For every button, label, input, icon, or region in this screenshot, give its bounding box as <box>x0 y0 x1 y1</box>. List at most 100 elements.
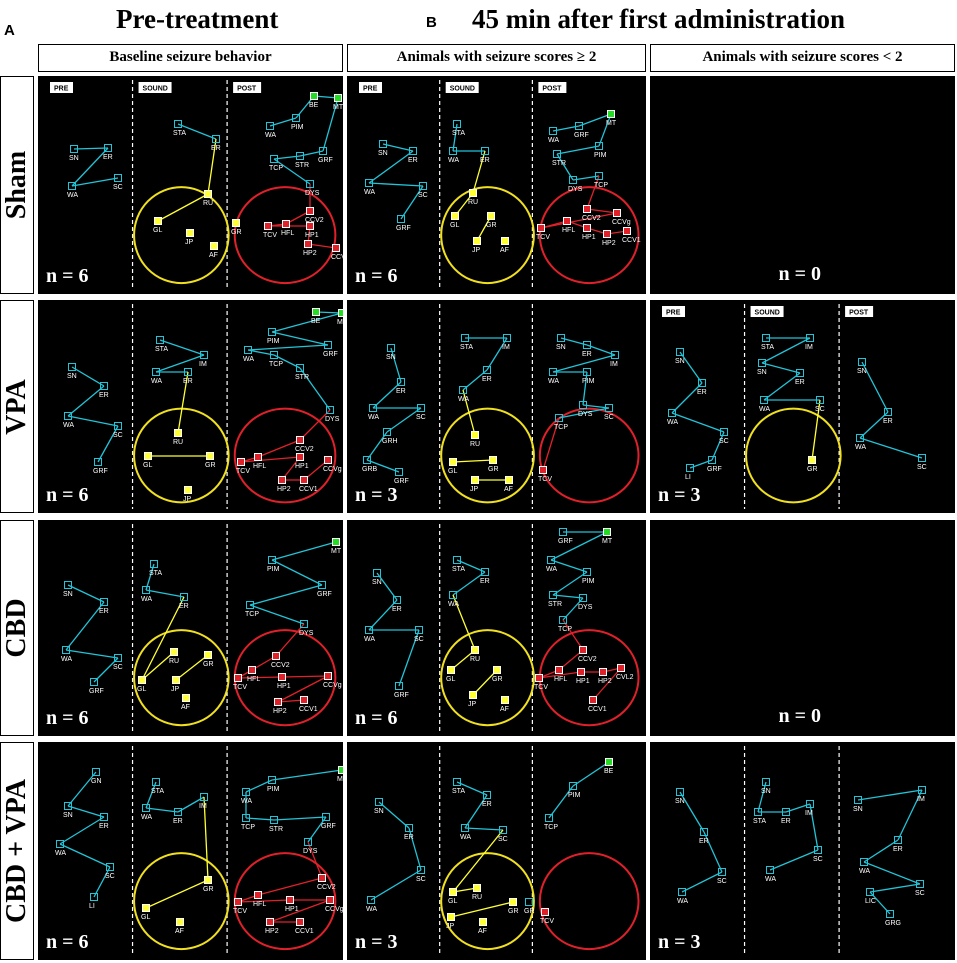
transition-edge <box>299 367 331 411</box>
behavior-node-label: GRF <box>396 225 411 232</box>
behavior-node-label: AF <box>478 928 487 935</box>
post-ellipse <box>538 186 640 285</box>
behavior-node <box>860 858 868 866</box>
behavior-node <box>304 838 312 846</box>
transition-edge <box>897 789 923 841</box>
behavior-node <box>242 788 250 796</box>
behavior-node <box>493 666 501 674</box>
behavior-node <box>363 456 371 464</box>
behavior-node-label: RU <box>173 439 183 446</box>
transition-edge <box>145 589 185 598</box>
behavior-node <box>266 122 274 130</box>
transition-edge <box>452 594 476 651</box>
behavior-node <box>501 696 509 704</box>
panel-cbdvpa-ge2: SN ER SC WA STA ER WA SC GL RU GR JP AF BE PIM TCP GR TCV… <box>347 742 646 960</box>
behavior-node <box>449 591 457 599</box>
behavior-node <box>471 431 479 439</box>
transition-edge <box>382 143 414 152</box>
behavior-node-label: WA <box>448 157 459 164</box>
behavior-node <box>417 404 425 412</box>
behavior-node-label: GRF <box>93 468 108 475</box>
behavior-node <box>318 874 326 882</box>
behavior-node <box>766 866 774 874</box>
transition-edge <box>386 407 422 433</box>
behavior-node-label: PIM <box>267 566 280 573</box>
behavior-node <box>397 215 405 223</box>
behavior-node-label: AF <box>181 704 190 711</box>
behavior-node <box>395 468 403 476</box>
behavior-node-label: ER <box>99 392 109 399</box>
behavior-node <box>64 412 72 420</box>
behavior-node-label: PIM <box>267 786 280 793</box>
behavior-node-label: GR <box>486 222 497 229</box>
behavior-node <box>268 556 276 564</box>
behavior-node <box>365 626 373 634</box>
behavior-node <box>525 898 533 906</box>
transition-edge <box>277 675 329 703</box>
behavior-node-label: GR <box>488 466 499 473</box>
transition-edge <box>271 769 343 781</box>
behavior-node-label: GL <box>450 222 459 229</box>
panel-diagram: SN ER WA SC GRF STA IM WA ER RU GL GR JP BE MT PIM GRF WA… <box>63 304 343 509</box>
behavior-node-label: CCV2 <box>582 215 601 222</box>
sample-size-label: n = 6 <box>46 265 89 287</box>
behavior-node <box>447 666 455 674</box>
transition-edge <box>177 371 189 434</box>
behavior-node <box>304 240 312 248</box>
behavior-node <box>487 212 495 220</box>
behavior-node <box>312 308 320 316</box>
behavior-node-label: SN <box>857 368 867 375</box>
transition-edge <box>59 816 105 845</box>
sample-size-label: n = 0 <box>778 705 822 727</box>
sound-ellipse <box>440 629 535 727</box>
transition-edge <box>859 411 889 439</box>
behavior-node <box>254 891 262 899</box>
panel-diagram: PRE SOUND POST SN ER WA SC GRF STA WA ER RU GL GR JP AF… <box>359 80 641 290</box>
transition-edge <box>271 559 323 586</box>
phase-box <box>233 82 262 93</box>
behavior-node <box>296 918 304 926</box>
behavior-node <box>300 476 308 484</box>
behavior-node <box>114 422 122 430</box>
panel-cbdvpa-baseline: GN SN ER WA SC LI STA WA ER IM GR GL AF MT PIM WA TCP STR… <box>38 742 343 960</box>
transition-edge <box>307 816 327 843</box>
sound-ellipse <box>133 186 230 285</box>
transition-edge <box>315 311 343 314</box>
transition-edge <box>572 175 600 181</box>
behavior-node-label: GL <box>137 686 146 693</box>
behavior-node-label: WA <box>548 137 559 144</box>
behavior-node <box>541 908 549 916</box>
behavior-node <box>782 808 790 816</box>
behavior-node-label: GR <box>807 466 818 473</box>
behavior-node <box>555 666 563 674</box>
behavior-node-label: SC <box>105 873 115 880</box>
behavior-node-label: WA <box>677 898 688 905</box>
transition-edge <box>271 331 329 346</box>
behavior-node-label: TCV <box>233 684 247 691</box>
behavior-node <box>886 910 894 918</box>
behavior-node <box>676 348 684 356</box>
behavior-node <box>395 682 403 690</box>
panel-diagram: PRE SOUND POST SN ER WA SC GRF LI STA IM SN ER WA SC GR… <box>662 304 927 509</box>
behavior-node <box>471 476 479 484</box>
transition-edge <box>550 559 588 573</box>
transition-edge <box>281 675 329 678</box>
behavior-node <box>473 237 481 245</box>
behavior-node-label: RU <box>470 656 480 663</box>
behavior-node <box>589 696 597 704</box>
behavior-node-label: RU <box>169 658 179 665</box>
panel-cbdvpa-lt2: SN ER SC WA SN STA ER IM SC WA SN IM ER WA SC LIC GRG n =… <box>650 742 955 960</box>
behavior-node-label: ER <box>883 418 893 425</box>
behavior-node <box>383 428 391 436</box>
behavior-node <box>545 814 553 822</box>
behavior-node-label: GRG <box>885 920 901 927</box>
phase-box <box>538 82 567 93</box>
sample-size-label: n = 6 <box>46 707 89 729</box>
behavior-node-label: ER <box>582 351 592 358</box>
behavior-node <box>142 904 150 912</box>
behavior-node-label: IM <box>199 361 207 368</box>
behavior-node-label: IM <box>805 810 813 817</box>
behavior-node-label: GRH <box>382 438 398 445</box>
behavior-node-label: PIM <box>291 124 304 131</box>
transition-edge <box>486 337 508 371</box>
